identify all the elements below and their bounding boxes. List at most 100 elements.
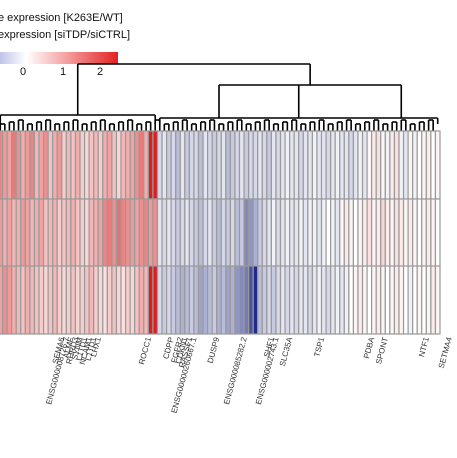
heatmap-cell: [79, 198, 86, 268]
heatmap-cell: [29, 130, 36, 200]
heatmap-cell: [366, 265, 373, 335]
heatmap-cell: [156, 265, 163, 335]
heatmap-cell: [352, 198, 359, 268]
heatmap-cell: [407, 198, 414, 268]
column-label: TSP1: [312, 336, 326, 358]
heatmap-cell: [97, 265, 104, 335]
heatmap-cell: [120, 265, 127, 335]
heatmap-cell: [184, 198, 190, 268]
heatmap-cell: [393, 130, 400, 200]
heatmap-cell: [111, 265, 118, 335]
heatmap-cell: [375, 130, 382, 200]
heatmap-cell: [421, 130, 427, 200]
heatmap-cell: [202, 265, 209, 335]
heatmap-cell: [83, 265, 90, 335]
heatmap-cell: [229, 198, 236, 268]
heatmap-cell: [11, 130, 17, 200]
heatmap-cell: [216, 198, 222, 268]
heatmap-cell: [79, 130, 86, 200]
heatmap-cell: [275, 265, 282, 335]
heatmap-cell: [88, 130, 95, 200]
heatmap-cell: [97, 130, 104, 200]
heatmap-cell: [1, 198, 8, 268]
heatmap-cell: [316, 198, 323, 268]
heatmap-cell: [325, 130, 332, 200]
heatmap-cell: [334, 198, 341, 268]
heatmap-cell: [134, 265, 140, 335]
heatmap-cell: [398, 198, 405, 268]
heatmap-cell: [375, 265, 382, 335]
heatmap-cell: [124, 130, 131, 200]
heatmap-cell: [83, 130, 90, 200]
heatmap-cell: [147, 265, 154, 335]
heatmap-cell: [361, 130, 368, 200]
heatmap-cell: [88, 265, 95, 335]
heatmap-cell: [38, 198, 45, 268]
heatmap-cell: [302, 198, 309, 268]
heatmap-cell: [302, 130, 309, 200]
heatmap-cell: [316, 130, 323, 200]
column-label: PDBA: [362, 336, 377, 360]
heatmap-cell: [65, 130, 72, 200]
heatmap-cell: [102, 198, 108, 268]
heatmap-cell: [6, 130, 13, 200]
heatmap-cell: [220, 265, 227, 335]
heatmap-cell: [252, 130, 259, 200]
heatmap-cell: [366, 130, 373, 200]
heatmap-cell: [270, 265, 277, 335]
heatmap-cell: [1, 130, 8, 200]
heatmap-cell: [298, 130, 304, 200]
heatmap-cell: [197, 130, 204, 200]
heatmap-cell: [425, 130, 432, 200]
heatmap-cell: [143, 265, 149, 335]
heatmap-cell: [389, 130, 396, 200]
heatmap-cell: [293, 130, 300, 200]
heatmap-cell: [161, 130, 168, 200]
heatmap-cell: [56, 130, 63, 200]
heatmap-cell: [106, 198, 113, 268]
heatmap-cell: [42, 130, 49, 200]
heatmap-cell: [15, 130, 22, 200]
heatmap-cell: [348, 265, 355, 335]
heatmap-cell: [407, 265, 414, 335]
heatmap-cell: [38, 265, 45, 335]
heatmap-cell: [74, 265, 81, 335]
heatmap-cell: [93, 198, 99, 268]
heatmap-cell: [65, 198, 72, 268]
heatmap-cell: [261, 265, 268, 335]
heatmap-cell: [24, 265, 31, 335]
heatmap-cell: [434, 130, 441, 200]
heatmap-cell: [339, 130, 345, 200]
heatmap-cell: [325, 265, 332, 335]
heatmap-cell: [115, 130, 122, 200]
heatmap-cell: [15, 198, 22, 268]
heatmap-cell: [238, 265, 245, 335]
heatmap-cell: [134, 130, 140, 200]
heatmap-cell: [371, 130, 377, 200]
heatmap-cell: [88, 198, 95, 268]
heatmap-cell: [398, 130, 405, 200]
column-label: SPONT: [374, 336, 390, 365]
heatmap-cell: [134, 198, 140, 268]
heatmap-cell: [29, 198, 36, 268]
heatmap-cell: [357, 265, 364, 335]
heatmap-cell: [184, 130, 190, 200]
heatmap-cell: [124, 198, 131, 268]
heatmap-cell: [298, 198, 304, 268]
heatmap-cell: [266, 130, 273, 200]
heatmap-cell: [393, 265, 400, 335]
heatmap-cell: [289, 265, 295, 335]
colorbar-tick-2: 2: [97, 66, 104, 78]
heatmap-cell: [384, 265, 391, 335]
heatmap-cell: [143, 198, 149, 268]
heatmap-cell: [166, 198, 172, 268]
heatmap-cell: [357, 130, 364, 200]
heatmap-cell: [33, 265, 40, 335]
heatmap-cell: [307, 130, 314, 200]
column-label: ENSG000085282.2: [222, 336, 249, 406]
heatmap-cell: [380, 198, 386, 268]
heatmap-cell: [334, 265, 341, 335]
heatmap-cell: [74, 198, 81, 268]
colorbar-tick-0: 0: [20, 66, 27, 78]
